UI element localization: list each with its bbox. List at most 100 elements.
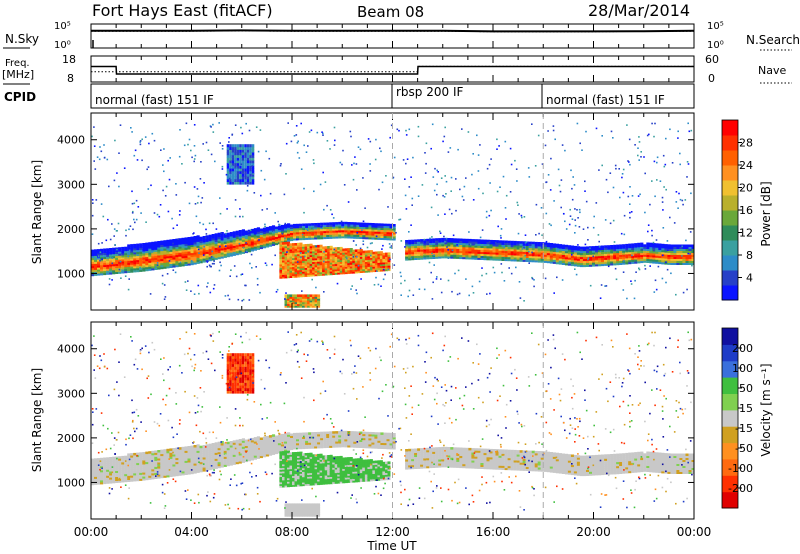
power-cell [282, 254, 285, 258]
power-cell [292, 255, 295, 259]
power-cell [139, 253, 143, 256]
velocity-cell [196, 464, 200, 467]
velocity-cell [205, 446, 209, 449]
power-cell [385, 254, 388, 257]
power-cell [312, 254, 316, 257]
power-cell [118, 267, 122, 270]
power-cell [631, 245, 635, 248]
power-cell [338, 227, 342, 231]
power-cell [326, 230, 330, 233]
power-cell [540, 254, 544, 257]
velocity-cell [365, 433, 369, 437]
power-speck [203, 182, 205, 184]
power-speck [430, 206, 433, 209]
power-cell [166, 259, 170, 263]
power-speck [106, 158, 109, 161]
power-speck [303, 211, 305, 214]
power-cell [661, 251, 665, 255]
power-cell [459, 254, 463, 258]
power-cell [414, 255, 418, 258]
velocity-cell [202, 451, 206, 454]
power-cell [610, 259, 614, 262]
power-cell [357, 265, 361, 268]
power-cell [519, 251, 523, 254]
power-speck [91, 214, 94, 217]
power-cell [337, 268, 341, 272]
power-cell [274, 240, 279, 244]
velocity-cell [241, 454, 245, 457]
power-cell [127, 264, 131, 267]
velocity-cell [130, 475, 134, 478]
power-speck [515, 266, 517, 269]
velocity-cell [238, 459, 242, 462]
power-cell [136, 265, 140, 269]
power-speck [169, 157, 171, 159]
power-cell [347, 258, 351, 262]
power-cell [181, 259, 185, 263]
power-cell [124, 262, 128, 266]
velocity-cell [368, 439, 372, 443]
power-cell [362, 226, 366, 230]
power-cell [450, 250, 454, 253]
power-cell [205, 245, 209, 248]
power-speck [571, 187, 573, 190]
power-cell [342, 266, 346, 269]
date-title: 28/Mar/2014 [588, 1, 690, 20]
power-cell [555, 253, 559, 257]
power-cell [444, 251, 448, 255]
power-cell [259, 240, 263, 244]
power-speck [688, 130, 691, 133]
velocity-cell [277, 442, 282, 446]
power-speck [284, 237, 286, 240]
power-cell [327, 271, 331, 274]
power-cell [314, 252, 318, 255]
power-cell [217, 246, 221, 250]
power-cell [229, 252, 233, 255]
velocity-cell [181, 472, 185, 476]
power-cell [133, 243, 137, 247]
power-cell [631, 257, 635, 260]
power-cell [438, 240, 442, 243]
power-cell [379, 254, 383, 258]
power-speck [382, 244, 384, 247]
power-cell [312, 266, 316, 270]
power-cell [305, 225, 309, 228]
power-cell [236, 160, 240, 164]
velocity-cell [332, 437, 336, 440]
power-speck [598, 240, 600, 243]
power-speck [646, 134, 649, 137]
power-cell [531, 255, 535, 259]
power-cell [327, 247, 331, 251]
power-cell [359, 254, 363, 257]
power-speck [465, 177, 467, 179]
velocity-cell [353, 435, 357, 438]
power-cell [249, 173, 252, 177]
power-cell [519, 253, 523, 256]
power-cell [441, 249, 445, 253]
power-cell [274, 238, 279, 242]
velocity-cell [142, 454, 146, 457]
velocity-cell [169, 464, 173, 467]
power-cell [250, 243, 254, 246]
power-cell [199, 248, 203, 252]
power-cell [414, 251, 418, 254]
velocity-cell [268, 443, 273, 446]
power-cell [292, 266, 295, 269]
power-cell [292, 275, 295, 278]
power-speck [308, 131, 311, 133]
power-cell [471, 251, 475, 254]
power-speck [561, 279, 564, 281]
power-speck [183, 144, 186, 147]
power-cell [598, 247, 602, 251]
power-cell [249, 179, 252, 182]
velocity-cell [133, 454, 137, 458]
power-cell [646, 248, 650, 251]
power-cell [459, 256, 463, 260]
power-cell [220, 244, 224, 247]
power-cell [229, 244, 233, 247]
power-cell [540, 246, 544, 249]
power-cell [287, 247, 290, 250]
velocity-cell [190, 451, 194, 455]
power-cell [414, 241, 418, 244]
power-speck [184, 181, 186, 184]
